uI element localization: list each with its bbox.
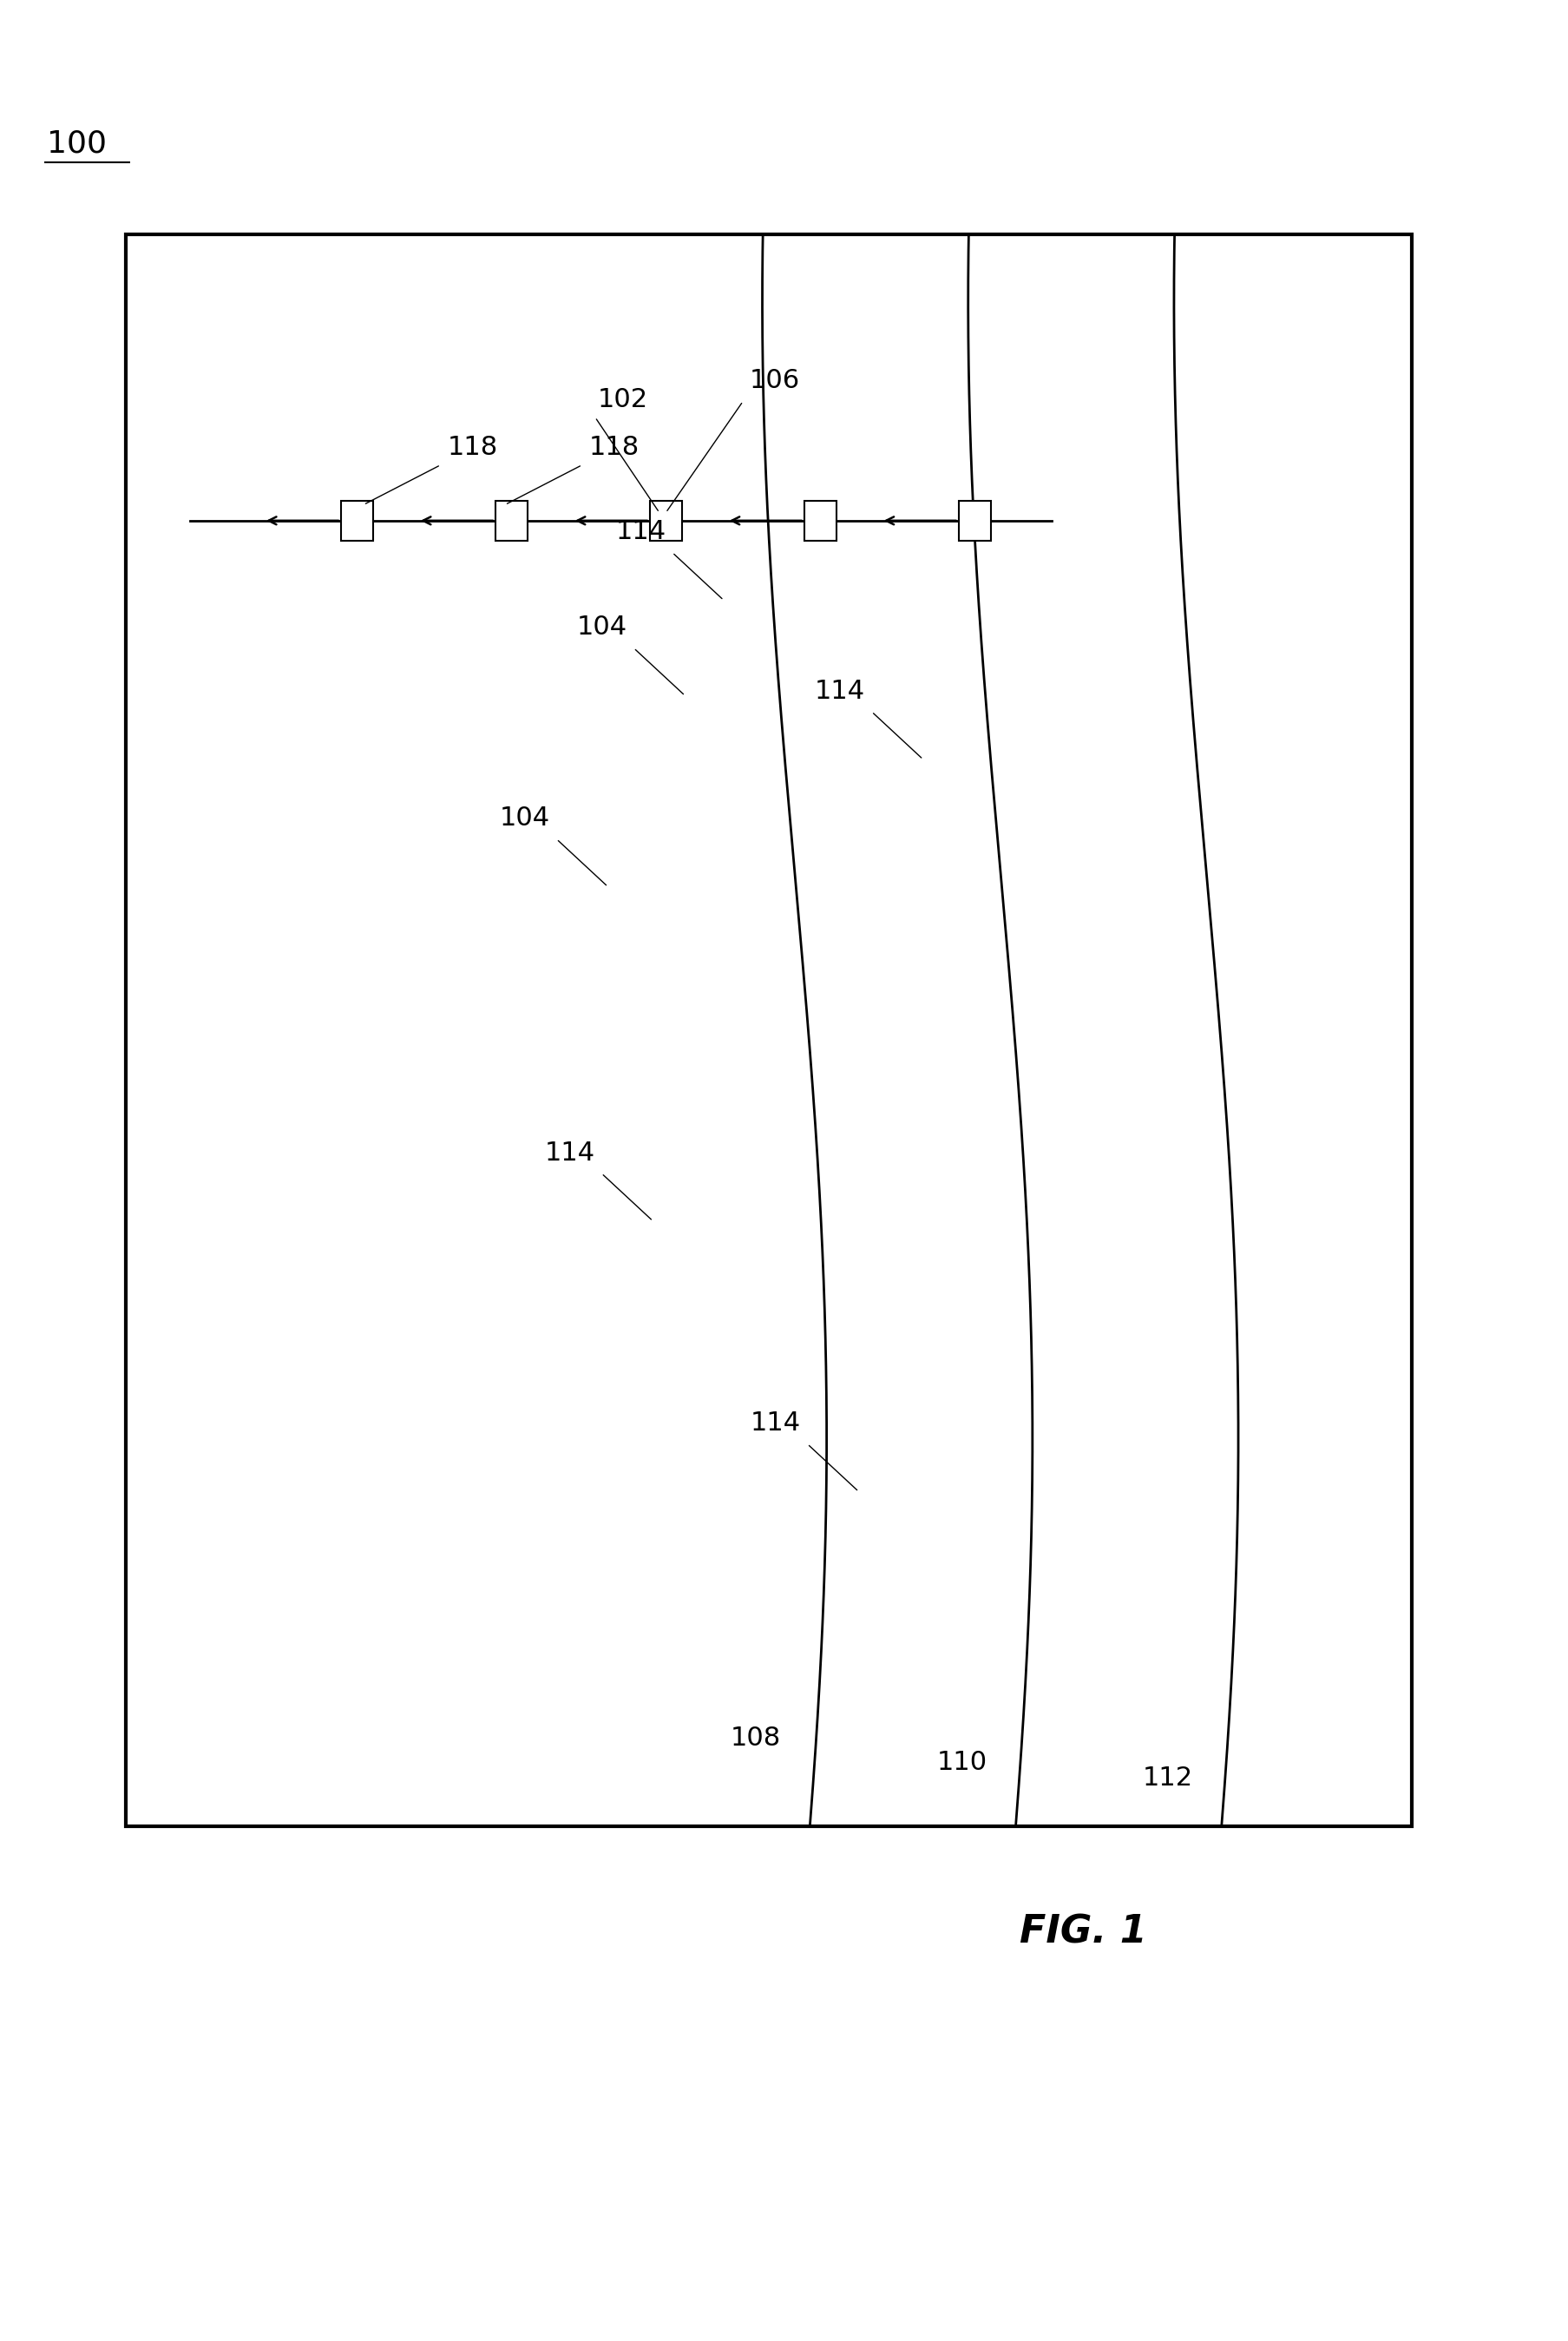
Bar bbox=[340, 501, 373, 541]
Text: FIG. 1: FIG. 1 bbox=[1019, 1913, 1146, 1950]
Text: 112: 112 bbox=[1142, 1765, 1192, 1791]
Text: 114: 114 bbox=[544, 1140, 594, 1166]
Text: 114: 114 bbox=[615, 520, 665, 545]
Text: 114: 114 bbox=[814, 679, 864, 705]
Text: 118: 118 bbox=[447, 435, 497, 461]
Text: 100: 100 bbox=[47, 129, 107, 159]
Text: 104: 104 bbox=[499, 805, 550, 831]
Text: 104: 104 bbox=[577, 616, 627, 639]
FancyBboxPatch shape bbox=[125, 234, 1411, 1826]
Text: 108: 108 bbox=[731, 1725, 781, 1751]
Bar bbox=[495, 501, 527, 541]
Text: 110: 110 bbox=[936, 1749, 986, 1774]
Text: 102: 102 bbox=[597, 386, 648, 412]
Text: 114: 114 bbox=[750, 1412, 800, 1435]
Text: 118: 118 bbox=[588, 435, 638, 461]
Bar bbox=[804, 501, 836, 541]
Text: 106: 106 bbox=[750, 368, 800, 393]
Bar bbox=[649, 501, 682, 541]
Bar bbox=[958, 501, 989, 541]
